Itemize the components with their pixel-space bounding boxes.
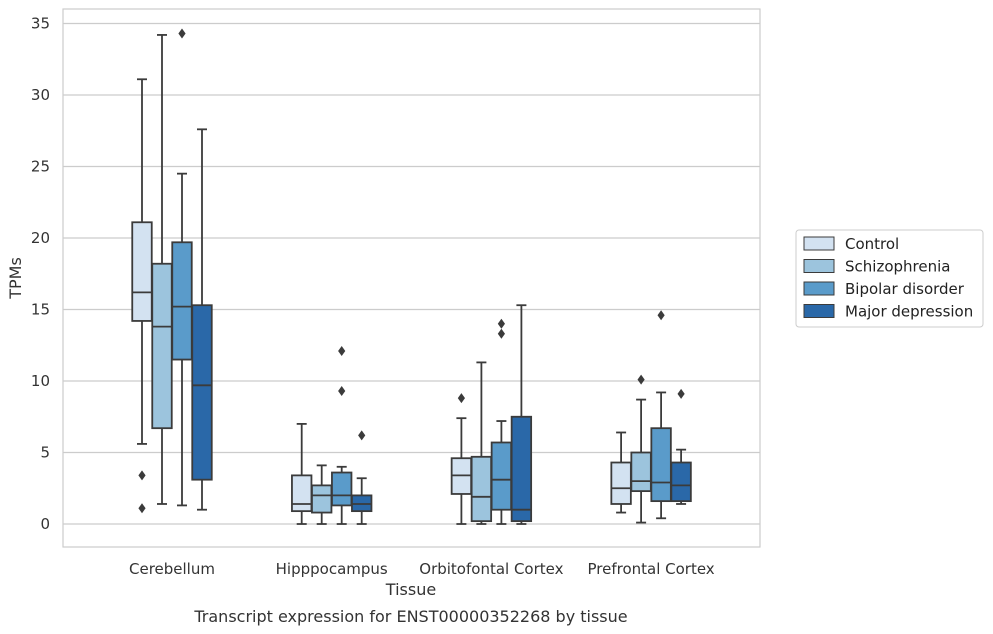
- y-tick-label: 10: [31, 372, 50, 390]
- x-tick-labels: Cerebellum Hipppocampus Orbitofontal Corte…: [129, 560, 715, 578]
- x-axis-label: Tissue: [385, 580, 436, 599]
- legend-swatch: [803, 281, 835, 296]
- y-tick-labels: 0 5 10 15 20 25 30 35: [31, 15, 50, 534]
- box-iqr: [291, 474, 313, 513]
- box-control: [291, 422, 313, 525]
- outlier-point: [657, 310, 665, 321]
- box-schizophrenia: [470, 361, 493, 525]
- outlier-point: [497, 328, 505, 339]
- box-iqr: [630, 451, 652, 493]
- box-iqr: [470, 455, 493, 523]
- y-tick-label: 30: [31, 86, 50, 104]
- outlier-point: [138, 470, 146, 481]
- box-bipolar-disorder: [331, 345, 353, 525]
- box-iqr: [650, 427, 672, 503]
- outlier-point: [338, 345, 346, 356]
- outlier-point: [637, 374, 645, 385]
- x-tick-label: Orbitofontal Cortex: [419, 560, 563, 578]
- legend-label: Bipolar disorder: [845, 280, 965, 298]
- box-iqr: [191, 304, 213, 481]
- box-iqr: [151, 262, 173, 430]
- box-iqr: [510, 415, 533, 523]
- box-major-depression: [351, 430, 373, 525]
- box-iqr: [610, 461, 632, 505]
- box-major-depression: [510, 304, 533, 525]
- legend-swatch: [803, 236, 835, 251]
- outlier-point: [358, 430, 366, 441]
- y-tick-label: 15: [31, 301, 50, 319]
- x-tick-label: Cerebellum: [129, 560, 215, 578]
- y-tick-label: 0: [40, 515, 50, 533]
- legend-swatch: [803, 304, 835, 318]
- box-series: [131, 28, 692, 525]
- box-major-depression: [191, 128, 213, 511]
- box-iqr: [670, 461, 692, 503]
- box-iqr: [171, 241, 193, 361]
- legend-swatch: [803, 259, 835, 273]
- outlier-point: [138, 503, 146, 514]
- x-tick-label: Prefrontal Cortex: [587, 560, 714, 578]
- chart-title: Transcript expression for ENST0000035226…: [193, 607, 627, 626]
- legend-frame: [795, 229, 984, 328]
- box-major-depression: [670, 388, 692, 505]
- box-iqr: [131, 221, 153, 322]
- outlier-point: [178, 28, 186, 39]
- x-tick-label: Hipppocampus: [276, 560, 388, 578]
- box-schizophrenia: [630, 374, 652, 524]
- legend-label: Schizophrenia: [845, 258, 950, 276]
- box-iqr: [311, 484, 333, 514]
- y-tick-label: 5: [40, 444, 50, 462]
- outlier-point: [677, 388, 685, 399]
- legend-label: Control: [845, 235, 899, 253]
- legend-label: Major depression: [845, 303, 973, 321]
- y-tick-label: 35: [31, 15, 50, 33]
- box-iqr: [490, 441, 513, 511]
- outlier-point: [338, 386, 346, 397]
- y-axis-label: TPMs: [6, 257, 25, 300]
- y-tick-label: 25: [31, 158, 50, 176]
- box-bipolar-disorder: [171, 28, 193, 507]
- box-schizophrenia: [311, 464, 333, 525]
- box-bipolar-disorder: [650, 310, 672, 520]
- y-tick-label: 20: [31, 229, 50, 247]
- outlier-point: [457, 393, 465, 404]
- box-iqr: [331, 471, 353, 507]
- legend: Control Schizophrenia Bipolar disorder Majo…: [795, 229, 984, 328]
- outlier-point: [497, 318, 505, 329]
- box-control: [131, 78, 153, 514]
